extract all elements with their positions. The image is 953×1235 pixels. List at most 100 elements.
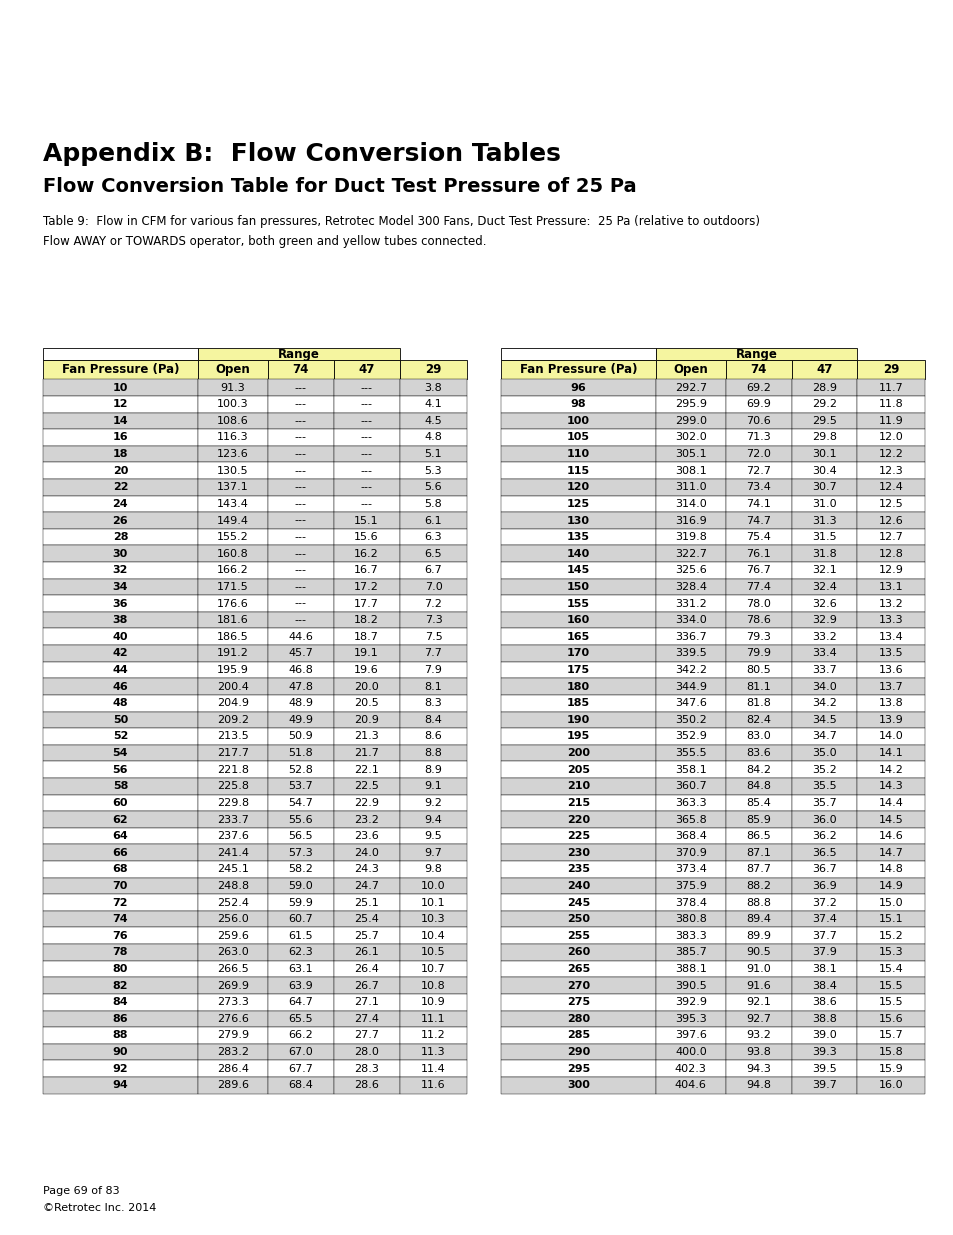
Text: 9.8: 9.8	[424, 864, 442, 874]
Text: 248.8: 248.8	[216, 881, 249, 890]
Text: 29.8: 29.8	[811, 432, 836, 442]
Text: 54: 54	[112, 748, 128, 758]
Text: 25.7: 25.7	[354, 931, 378, 941]
Text: 352.9: 352.9	[674, 731, 706, 741]
Text: 11.4: 11.4	[420, 1063, 445, 1073]
Text: 75.4: 75.4	[745, 532, 770, 542]
Text: 27.1: 27.1	[354, 997, 378, 1008]
Text: 40: 40	[112, 632, 128, 642]
Text: 299.0: 299.0	[674, 416, 706, 426]
Text: 37.2: 37.2	[811, 898, 836, 908]
Text: 21.3: 21.3	[354, 731, 378, 741]
Text: 31.3: 31.3	[811, 515, 836, 526]
Text: 57.3: 57.3	[288, 847, 313, 858]
Text: 13.1: 13.1	[878, 582, 902, 592]
Text: 186.5: 186.5	[216, 632, 249, 642]
Text: 383.3: 383.3	[674, 931, 706, 941]
Text: 70.6: 70.6	[745, 416, 770, 426]
Text: 10.3: 10.3	[420, 914, 445, 924]
Text: 14.2: 14.2	[878, 764, 902, 774]
Text: ---: ---	[294, 416, 307, 426]
Text: 24.7: 24.7	[354, 881, 378, 890]
Text: 28.6: 28.6	[354, 1081, 378, 1091]
Text: 45.7: 45.7	[288, 648, 313, 658]
Text: 52.8: 52.8	[288, 764, 313, 774]
Text: 373.4: 373.4	[674, 864, 706, 874]
Text: 59.0: 59.0	[288, 881, 313, 890]
Text: 22.1: 22.1	[354, 764, 378, 774]
Text: 30: 30	[112, 548, 128, 558]
Text: 36.9: 36.9	[811, 881, 836, 890]
Text: 91.3: 91.3	[220, 383, 245, 393]
Text: 34.7: 34.7	[811, 731, 836, 741]
Text: 15.1: 15.1	[354, 515, 378, 526]
Text: 342.2: 342.2	[674, 664, 706, 676]
Text: 13.6: 13.6	[878, 664, 902, 676]
Text: 14.4: 14.4	[878, 798, 902, 808]
Text: 33.2: 33.2	[811, 632, 836, 642]
Text: 78.6: 78.6	[745, 615, 770, 625]
Text: 305.1: 305.1	[675, 450, 706, 459]
Text: 26.1: 26.1	[354, 947, 378, 957]
Text: 358.1: 358.1	[674, 764, 706, 774]
Text: 286.4: 286.4	[216, 1063, 249, 1073]
Text: 314.0: 314.0	[674, 499, 706, 509]
Text: 200.4: 200.4	[216, 682, 249, 692]
Text: 9.1: 9.1	[424, 782, 442, 792]
Text: 160.8: 160.8	[216, 548, 249, 558]
Text: 87.7: 87.7	[745, 864, 770, 874]
Text: 6.7: 6.7	[424, 566, 442, 576]
Text: 259.6: 259.6	[216, 931, 249, 941]
Text: 120: 120	[566, 483, 589, 493]
Text: 15.3: 15.3	[878, 947, 902, 957]
Text: 63.1: 63.1	[288, 965, 313, 974]
Text: 32.9: 32.9	[811, 615, 836, 625]
Text: 31.0: 31.0	[811, 499, 836, 509]
Text: 3.8: 3.8	[424, 383, 442, 393]
Text: 62: 62	[112, 815, 128, 825]
Text: 74: 74	[293, 363, 309, 377]
Text: 84: 84	[112, 997, 128, 1008]
Text: 6.3: 6.3	[424, 532, 442, 542]
Text: 10: 10	[112, 383, 128, 393]
Text: 270: 270	[566, 981, 589, 990]
Text: 165: 165	[566, 632, 589, 642]
Text: 380.8: 380.8	[674, 914, 706, 924]
Text: 15.4: 15.4	[878, 965, 902, 974]
Text: 88: 88	[112, 1030, 128, 1040]
Text: 46.8: 46.8	[288, 664, 313, 676]
Text: 64: 64	[112, 831, 128, 841]
Text: 48: 48	[112, 698, 128, 708]
Text: 8.3: 8.3	[424, 698, 442, 708]
Text: 316.9: 316.9	[674, 515, 706, 526]
Text: 12.8: 12.8	[878, 548, 902, 558]
Text: 108.6: 108.6	[216, 416, 249, 426]
Text: 12.6: 12.6	[878, 515, 902, 526]
Text: 150: 150	[566, 582, 589, 592]
Text: 51.8: 51.8	[288, 748, 313, 758]
Text: 36.2: 36.2	[811, 831, 836, 841]
Text: 105: 105	[566, 432, 589, 442]
Text: 260: 260	[566, 947, 589, 957]
Text: 190: 190	[566, 715, 589, 725]
Text: 12.2: 12.2	[878, 450, 902, 459]
Text: ---: ---	[294, 582, 307, 592]
Text: 265: 265	[566, 965, 589, 974]
Text: 29: 29	[425, 363, 441, 377]
Text: 76.7: 76.7	[745, 566, 770, 576]
Text: 58: 58	[112, 782, 128, 792]
Text: 280: 280	[566, 1014, 589, 1024]
Text: 16.0: 16.0	[878, 1081, 902, 1091]
Text: 56: 56	[112, 764, 128, 774]
Text: 336.7: 336.7	[674, 632, 706, 642]
Text: ---: ---	[360, 499, 373, 509]
Text: 20.5: 20.5	[354, 698, 378, 708]
Text: 355.5: 355.5	[675, 748, 706, 758]
Text: 12.3: 12.3	[878, 466, 902, 475]
Text: 283.2: 283.2	[216, 1047, 249, 1057]
Text: 31.8: 31.8	[811, 548, 836, 558]
Text: 37.7: 37.7	[811, 931, 836, 941]
Text: 5.1: 5.1	[424, 450, 442, 459]
Text: 22.9: 22.9	[354, 798, 378, 808]
Text: 7.2: 7.2	[424, 599, 442, 609]
